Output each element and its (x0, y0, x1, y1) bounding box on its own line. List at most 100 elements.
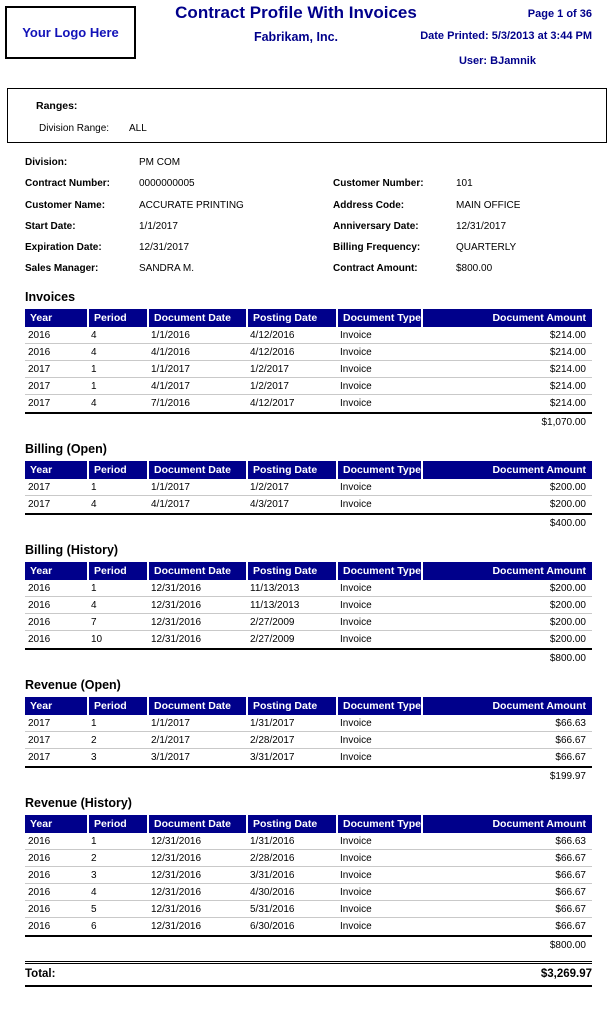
table-row: 2017 4 4/1/2017 4/3/2017 Invoice $200.00 (25, 496, 592, 513)
grand-total-value: $3,269.97 (540, 967, 592, 980)
cell: 2016 (25, 343, 88, 362)
cell: 2/27/2009 (250, 634, 295, 646)
table-row: 2016 3 12/31/2016 3/31/2016 Invoice $66.67 (25, 866, 592, 885)
cell: 1/1/2017 (148, 478, 247, 497)
cell: 1/1/2017 (148, 714, 247, 733)
cell: 4/1/2017 (148, 377, 247, 396)
column-header: Period (88, 460, 149, 479)
table-row: 2017 1 1/1/2017 1/31/2017 Invoice $66.63 (25, 714, 592, 733)
cell: 12/31/2016 (148, 883, 247, 902)
cell: 2016 (25, 900, 88, 919)
cell: 4 (88, 343, 148, 362)
cell: 12/31/2016 (148, 613, 247, 632)
cell: 2/27/2009 (247, 613, 337, 632)
grand-total: Total: $3,269.97 (25, 960, 592, 987)
cell: 12/31/2016 (148, 832, 247, 851)
cell: $200.00 (549, 499, 586, 511)
header-meta: Page 1 of 36 Date Printed: 5/3/2013 at 3… (420, 8, 592, 68)
cell: 2016 (28, 634, 51, 646)
table-row: 2017 4 7/1/2016 4/12/2017 Invoice $214.00 (25, 395, 592, 412)
cell: 2016 (25, 579, 88, 598)
cell: 4 (88, 883, 148, 902)
cell: 2017 (25, 731, 88, 750)
cell: 1/2/2017 (247, 360, 337, 379)
table-row: 2017 3 3/1/2017 3/31/2017 Invoice $66.67 (25, 749, 592, 766)
column-header: Year (25, 814, 89, 833)
cell: 2 (88, 849, 148, 868)
cell: Invoice (337, 360, 422, 379)
page-number: Page 1 of 36 (527, 8, 592, 20)
cell: 12/31/2016 (151, 921, 202, 933)
column-header: Document Type (337, 561, 423, 580)
column-header: Document Date (148, 460, 248, 479)
section-title: Revenue (Open) (25, 677, 121, 692)
cell: $66.67 (422, 866, 592, 885)
cell: $66.67 (555, 921, 586, 933)
section-subtotal: $400.00 (25, 512, 592, 533)
column-header: Period (88, 561, 149, 580)
sections-container: Invoices Year Period Document Date Posting D… (0, 290, 614, 955)
cell: 11/13/2013 (247, 596, 337, 615)
column-header: Year (25, 308, 89, 327)
cell: 1/2/2017 (247, 377, 337, 396)
info-label: Sales Manager: (25, 263, 99, 275)
cell: 6 (91, 921, 97, 933)
cell: $200.00 (422, 596, 592, 615)
column-header: Year (25, 460, 89, 479)
cell: 10 (91, 634, 103, 646)
cell: 2 (88, 731, 148, 750)
cell: 4/1/2016 (148, 343, 247, 362)
cell: 4/1/2017 (151, 499, 190, 511)
column-header: Document Date (148, 308, 248, 327)
cell: 2017 (28, 752, 51, 764)
column-header: Posting Date (247, 814, 338, 833)
table-row: 2016 4 12/31/2016 4/30/2016 Invoice $66.67 (25, 883, 592, 902)
cell: Invoice (340, 634, 372, 646)
cell: 4/30/2016 (247, 883, 337, 902)
column-header: Document Amount (422, 696, 592, 715)
cell: 2/28/2016 (247, 849, 337, 868)
cell: 2017 (28, 499, 51, 511)
cell: Invoice (337, 478, 422, 497)
cell: Invoice (340, 398, 372, 410)
table-row: 2017 1 1/1/2017 1/2/2017 Invoice $200.00 (25, 478, 592, 497)
info-value (456, 152, 592, 173)
column-header: Document Amount (422, 460, 592, 479)
column-header: Document Amount (422, 308, 592, 327)
report-section: Billing (Open) Year Period Document Date Pos… (25, 442, 592, 533)
table-row: 2016 2 12/31/2016 2/28/2016 Invoice $66.67 (25, 849, 592, 868)
report-section: Revenue (Open) Year Period Document Date Pos… (25, 678, 592, 786)
division-range-row: Division Range: ALL (39, 123, 606, 134)
cell: 2016 (25, 849, 88, 868)
cell: Invoice (337, 714, 422, 733)
column-header: Posting Date (247, 308, 338, 327)
cell: 2016 (25, 866, 88, 885)
table-row: 2016 4 4/1/2016 4/12/2016 Invoice $214.00 (25, 343, 592, 362)
cell: 4/12/2017 (250, 398, 295, 410)
ranges-title: Ranges: (36, 100, 78, 112)
cell: 12/31/2016 (148, 849, 247, 868)
cell: 1 (88, 579, 148, 598)
section-subtotal: $199.97 (25, 765, 592, 786)
cell: 1 (88, 377, 148, 396)
cell: 2016 (28, 921, 51, 933)
info-value: $800.00 (456, 263, 493, 275)
cell: 1 (88, 478, 148, 497)
column-header: Document Type (337, 308, 423, 327)
cell: Invoice (337, 866, 422, 885)
cell: Invoice (337, 900, 422, 919)
cell: 3/31/2016 (247, 866, 337, 885)
column-header: Posting Date (247, 696, 338, 715)
cell: 12/31/2016 (148, 866, 247, 885)
cell: 1 (88, 714, 148, 733)
cell: Invoice (337, 613, 422, 632)
cell: 11/13/2013 (247, 579, 337, 598)
cell: $66.67 (422, 883, 592, 902)
report-header: Your Logo Here Contract Profile With Inv… (0, 0, 614, 82)
date-printed: Date Printed: 5/3/2013 at 3:44 PM (420, 30, 592, 42)
header-center: Contract Profile With Invoices Fabrikam,… (0, 0, 592, 44)
cell: 12/31/2016 (148, 900, 247, 919)
cell: 3 (88, 866, 148, 885)
cell: 7/1/2016 (151, 398, 190, 410)
